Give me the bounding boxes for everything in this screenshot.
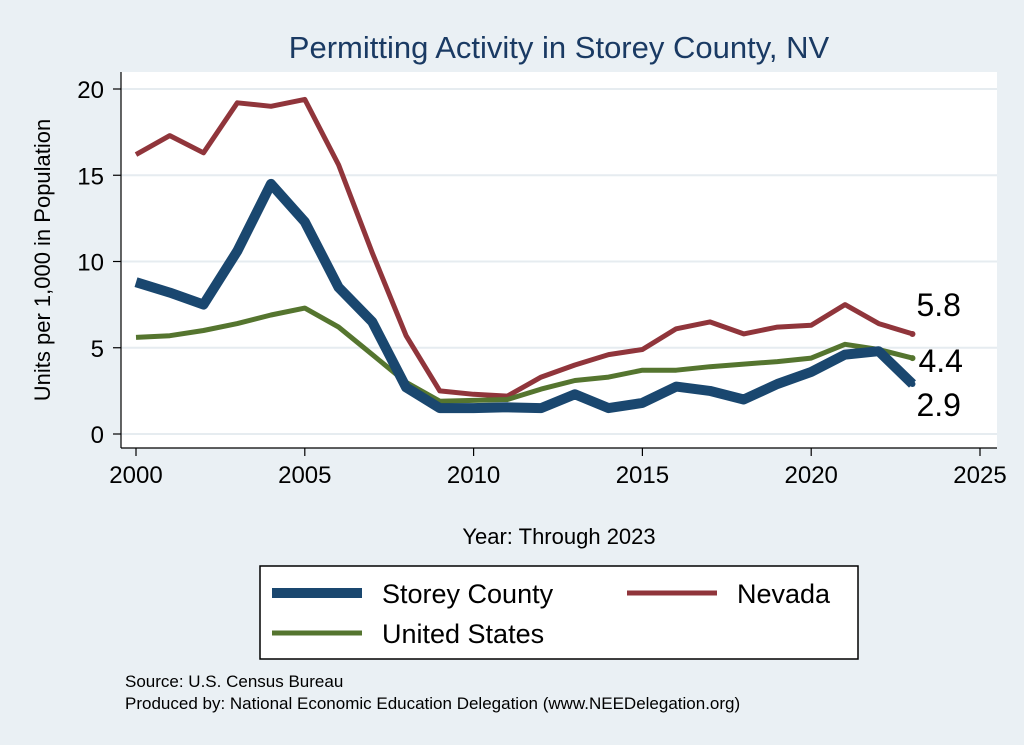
y-tick-label-20: 20 [77, 77, 104, 104]
x-tick-label-2000: 2000 [109, 462, 162, 489]
series-lines [134, 96, 916, 414]
series-line-storey-county [134, 178, 916, 414]
end-point-nevada [909, 330, 916, 337]
x-axis-label: Year: Through 2023 [462, 524, 655, 549]
legend-label-united-states: United States [382, 619, 544, 649]
x-tick-label-2020: 2020 [785, 462, 838, 489]
end-point-storey-county [909, 380, 916, 387]
chart-title: Permitting Activity in Storey County, NV [289, 30, 830, 65]
end-point-united-states [909, 355, 916, 362]
x-tick-label-2010: 2010 [447, 462, 500, 489]
y-axis-label: Units per 1,000 in Population [30, 119, 55, 402]
end-label-nevada: 5.8 [916, 287, 960, 323]
plot-area [121, 72, 997, 448]
end-labels: 2.9 5.8 4.4 [909, 287, 963, 423]
y-tick-label-0: 0 [91, 422, 104, 449]
y-tick-label-10: 10 [77, 250, 104, 277]
y-ticks: 0 5 10 15 20 [77, 77, 121, 449]
gridlines [121, 88, 997, 435]
x-ticks: 2000 2005 2010 2015 2020 2025 [109, 448, 1007, 489]
source-note: Source: U.S. Census Bureau [125, 672, 343, 691]
legend: Storey County Nevada United States [259, 565, 859, 660]
produced-by-note: Produced by: National Economic Education… [125, 694, 740, 713]
y-tick-label-5: 5 [91, 336, 104, 363]
x-tick-label-2005: 2005 [278, 462, 331, 489]
legend-box [259, 565, 859, 660]
series-line-united-states [135, 305, 914, 404]
x-tick-label-2015: 2015 [616, 462, 669, 489]
end-label-storey-county: 2.9 [916, 387, 960, 423]
legend-label-storey-county: Storey County [382, 579, 554, 609]
y-tick-label-15: 15 [77, 163, 104, 190]
legend-label-nevada: Nevada [737, 579, 831, 609]
series-line-nevada [134, 96, 914, 399]
end-label-united-states: 4.4 [918, 343, 962, 379]
x-tick-label-2025: 2025 [953, 462, 1006, 489]
